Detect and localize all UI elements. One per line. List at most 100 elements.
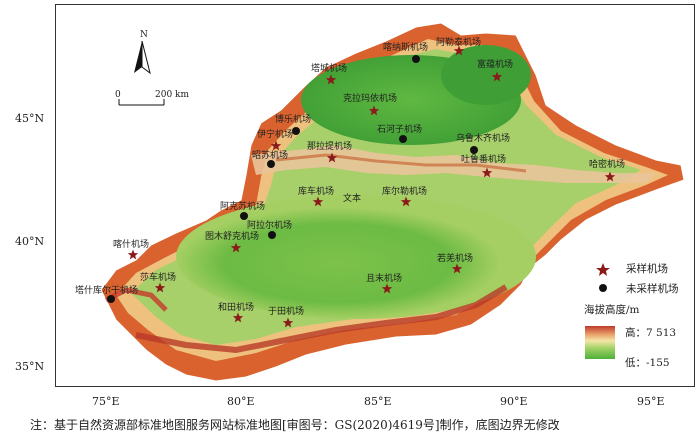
legend-dot-icon (599, 284, 607, 292)
legend-star-icon (596, 263, 610, 276)
unsampled-airport: 阿拉尔机场 (247, 219, 292, 239)
sampled-airport: 库车机场 (298, 185, 334, 207)
sampled-airport: 图木舒克机场 (205, 230, 259, 253)
dot-icon (107, 295, 115, 303)
sampled-airport: 莎车机场 (140, 271, 176, 293)
airport-label: 于田机场 (268, 305, 304, 317)
star-icon (282, 317, 294, 328)
star-icon (368, 105, 380, 116)
star-icon (154, 282, 166, 293)
extra-text-label: 文本 (343, 192, 361, 204)
dot-icon (267, 160, 275, 168)
airport-label: 若羌机场 (437, 252, 473, 264)
airport-label: 莎车机场 (140, 271, 176, 283)
star-icon (312, 196, 324, 207)
sampled-airport: 那拉提机场 (307, 140, 352, 163)
star-icon (604, 171, 616, 182)
lon-label-80: 80°E (227, 395, 255, 408)
star-icon (491, 71, 503, 82)
star-icon (481, 167, 493, 178)
unsampled-airport: 阿克苏机场 (220, 200, 265, 220)
airport-label: 克拉玛依机场 (343, 92, 397, 104)
airport-label: 富蕴机场 (477, 58, 513, 70)
unsampled-airport: 博乐机场 (275, 113, 311, 135)
unsampled-airport: 乌鲁木齐机场 (456, 132, 510, 154)
sampled-airport: 富蕴机场 (477, 58, 513, 82)
star-icon (325, 74, 337, 85)
airport-label: 乌鲁木齐机场 (456, 132, 510, 144)
scale-start: 0 (115, 90, 121, 100)
dot-icon (292, 127, 300, 135)
airport-label: 阿拉尔机场 (247, 219, 292, 231)
scale-bar: 0 200 km (115, 90, 189, 106)
airport-label: 库车机场 (298, 185, 334, 197)
star-icon (453, 45, 465, 56)
legend-elevation-title: 海拔高度/m (584, 303, 640, 316)
airport-label: 且末机场 (366, 272, 402, 284)
star-icon (381, 283, 393, 294)
map-frame: N 0 200 km 阿勒泰机场富蕴机场 塔城机场克拉玛依机场伊宁机场那拉提机场吐… (55, 4, 695, 387)
airport-label: 和田机场 (218, 301, 254, 313)
sampled-airport: 和田机场 (218, 301, 254, 323)
lon-label-90: 90°E (500, 395, 528, 408)
sampled-airport: 哈密机场 (589, 158, 625, 182)
sampled-airport: 克拉玛依机场 (343, 92, 397, 116)
star-icon (270, 140, 282, 151)
lat-label-40: 40°N (15, 235, 45, 248)
lat-label-35: 35°N (15, 360, 45, 373)
lon-label-85: 85°E (364, 395, 392, 408)
sampled-airport: 库尔勒机场 (382, 185, 427, 207)
sampled-airport: 喀什机场 (113, 238, 149, 260)
dot-icon (268, 231, 276, 239)
star-icon (230, 242, 242, 253)
legend-high: 高：7 513 (625, 326, 676, 339)
elevation-colorbar (585, 326, 615, 359)
unsampled-airport: 昭苏机场 (252, 149, 288, 168)
unsampled-airport: 石河子机场 (377, 123, 422, 143)
unsampled-airports: 喀纳斯机场博乐机场石河子机场乌鲁木齐机场昭苏机场阿克苏机场阿拉尔机场塔什库尔干机… (75, 41, 510, 303)
airport-label: 塔城机场 (311, 62, 347, 74)
star-icon (232, 312, 244, 323)
north-label: N (140, 30, 148, 40)
airport-label: 库尔勒机场 (382, 185, 427, 197)
sampled-airport: 塔城机场 (311, 62, 347, 85)
airport-label: 吐鲁番机场 (461, 153, 506, 165)
dot-icon (470, 146, 478, 154)
lon-label-95: 95°E (637, 395, 665, 408)
airport-label: 图木舒克机场 (205, 230, 259, 242)
airport-label: 那拉提机场 (307, 140, 352, 152)
map-footnote: 注：基于自然资源部标准地图服务网站标准地图[审图号：GS(2020)4619号]… (30, 418, 560, 432)
sampled-airport: 于田机场 (268, 305, 304, 328)
sampled-airport: 若羌机场 (437, 252, 473, 274)
airport-label: 石河子机场 (377, 123, 422, 135)
airport-label: 塔什库尔干机场 (75, 284, 138, 296)
sampled-airport: 吐鲁番机场 (461, 153, 506, 178)
airport-label: 博乐机场 (275, 113, 311, 125)
unsampled-airport: 塔什库尔干机场 (75, 284, 138, 303)
airport-label: 阿勒泰机场 (436, 36, 481, 48)
airport-label: 昭苏机场 (252, 149, 288, 161)
star-icon (400, 196, 412, 207)
airport-label: 伊宁机场 (257, 128, 293, 140)
unsampled-airport: 喀纳斯机场 (383, 41, 428, 63)
legend-unsampled: 未采样机场 (626, 282, 679, 295)
dot-icon (240, 212, 248, 220)
star-icon (326, 152, 338, 163)
legend-low: 低：-155 (625, 356, 670, 369)
star-icon (451, 263, 463, 274)
legend: 采样机场 未采样机场 海拔高度/m 高：7 513 低：-155 (584, 262, 679, 369)
legend-sampled: 采样机场 (626, 262, 668, 275)
airport-label: 喀什机场 (113, 238, 149, 250)
airport-label: 哈密机场 (589, 158, 625, 170)
dot-icon (412, 55, 420, 63)
sampled-airport: 伊宁机场 (257, 128, 293, 151)
sampled-airport: 且末机场 (366, 272, 402, 294)
north-arrow: N (134, 30, 151, 75)
lon-label-75: 75°E (92, 395, 120, 408)
airport-label: 喀纳斯机场 (383, 41, 428, 53)
airport-label: 阿克苏机场 (220, 200, 265, 212)
star-icon (127, 249, 139, 260)
dot-icon (399, 135, 407, 143)
